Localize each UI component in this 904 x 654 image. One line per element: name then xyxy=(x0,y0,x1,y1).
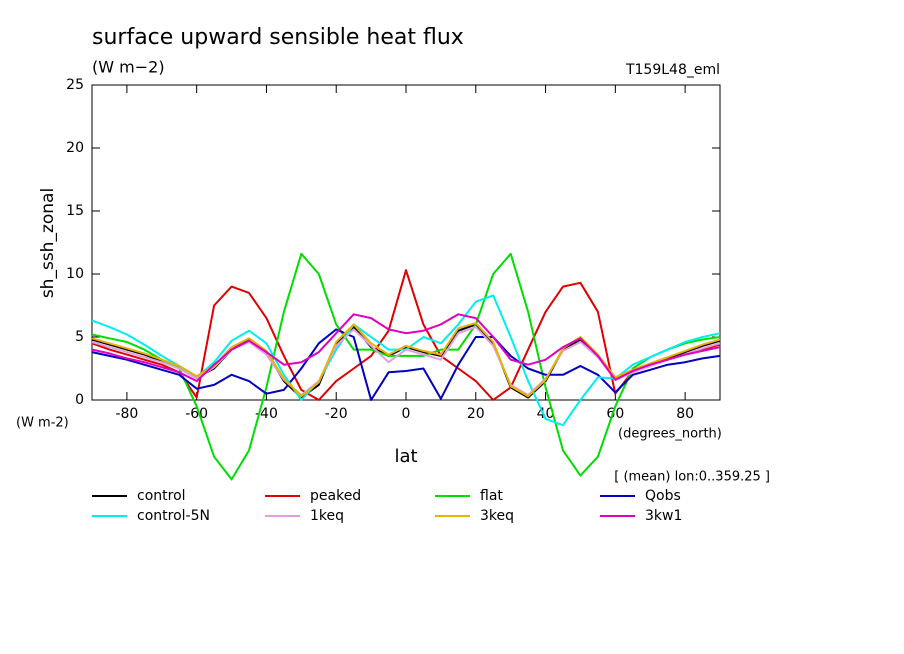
x-tick-label: 20 xyxy=(467,406,485,422)
y-units: (W m-2) xyxy=(16,416,69,431)
series-line xyxy=(91,328,721,401)
legend-label: 3keq xyxy=(480,508,514,524)
legend-label: 1keq xyxy=(310,508,344,524)
chart-subtitle: (W m−2) xyxy=(92,58,165,77)
y-tick-label: 0 xyxy=(75,392,84,408)
series-line xyxy=(91,252,721,481)
legend-label: Qobs xyxy=(645,488,681,504)
legend-label: flat xyxy=(480,488,503,504)
series-line xyxy=(91,313,721,383)
x-tick-label: -60 xyxy=(185,406,208,422)
legend-label: control-5N xyxy=(137,508,210,524)
x-tick-label: 80 xyxy=(676,406,694,422)
x-tick-label: 0 xyxy=(402,406,411,422)
x-tick-label: -80 xyxy=(115,406,138,422)
series-line xyxy=(91,323,721,399)
legend-label: control xyxy=(137,488,186,504)
y-tick-label: 10 xyxy=(66,266,84,282)
experiment-label: T159L48_eml xyxy=(625,62,720,78)
y-tick-label: 25 xyxy=(66,77,84,93)
x-units: (degrees_north) xyxy=(618,427,722,442)
y-tick-label: 15 xyxy=(66,203,84,219)
plot-frame xyxy=(91,84,721,401)
note: [ (mean) lon:0..359.25 ] xyxy=(614,470,770,485)
y-axis-label: sh_ssh_zonal xyxy=(38,188,58,298)
y-tick-label: 5 xyxy=(75,329,84,345)
y-tick-label: 20 xyxy=(66,140,84,156)
chart-title: surface upward sensible heat flux xyxy=(92,25,464,50)
x-axis-label: lat xyxy=(394,446,417,467)
series-line xyxy=(91,269,721,401)
series-line xyxy=(91,322,721,398)
legend-label: peaked xyxy=(310,488,361,504)
x-tick-label: -20 xyxy=(325,406,348,422)
legend-label: 3kw1 xyxy=(645,508,682,524)
